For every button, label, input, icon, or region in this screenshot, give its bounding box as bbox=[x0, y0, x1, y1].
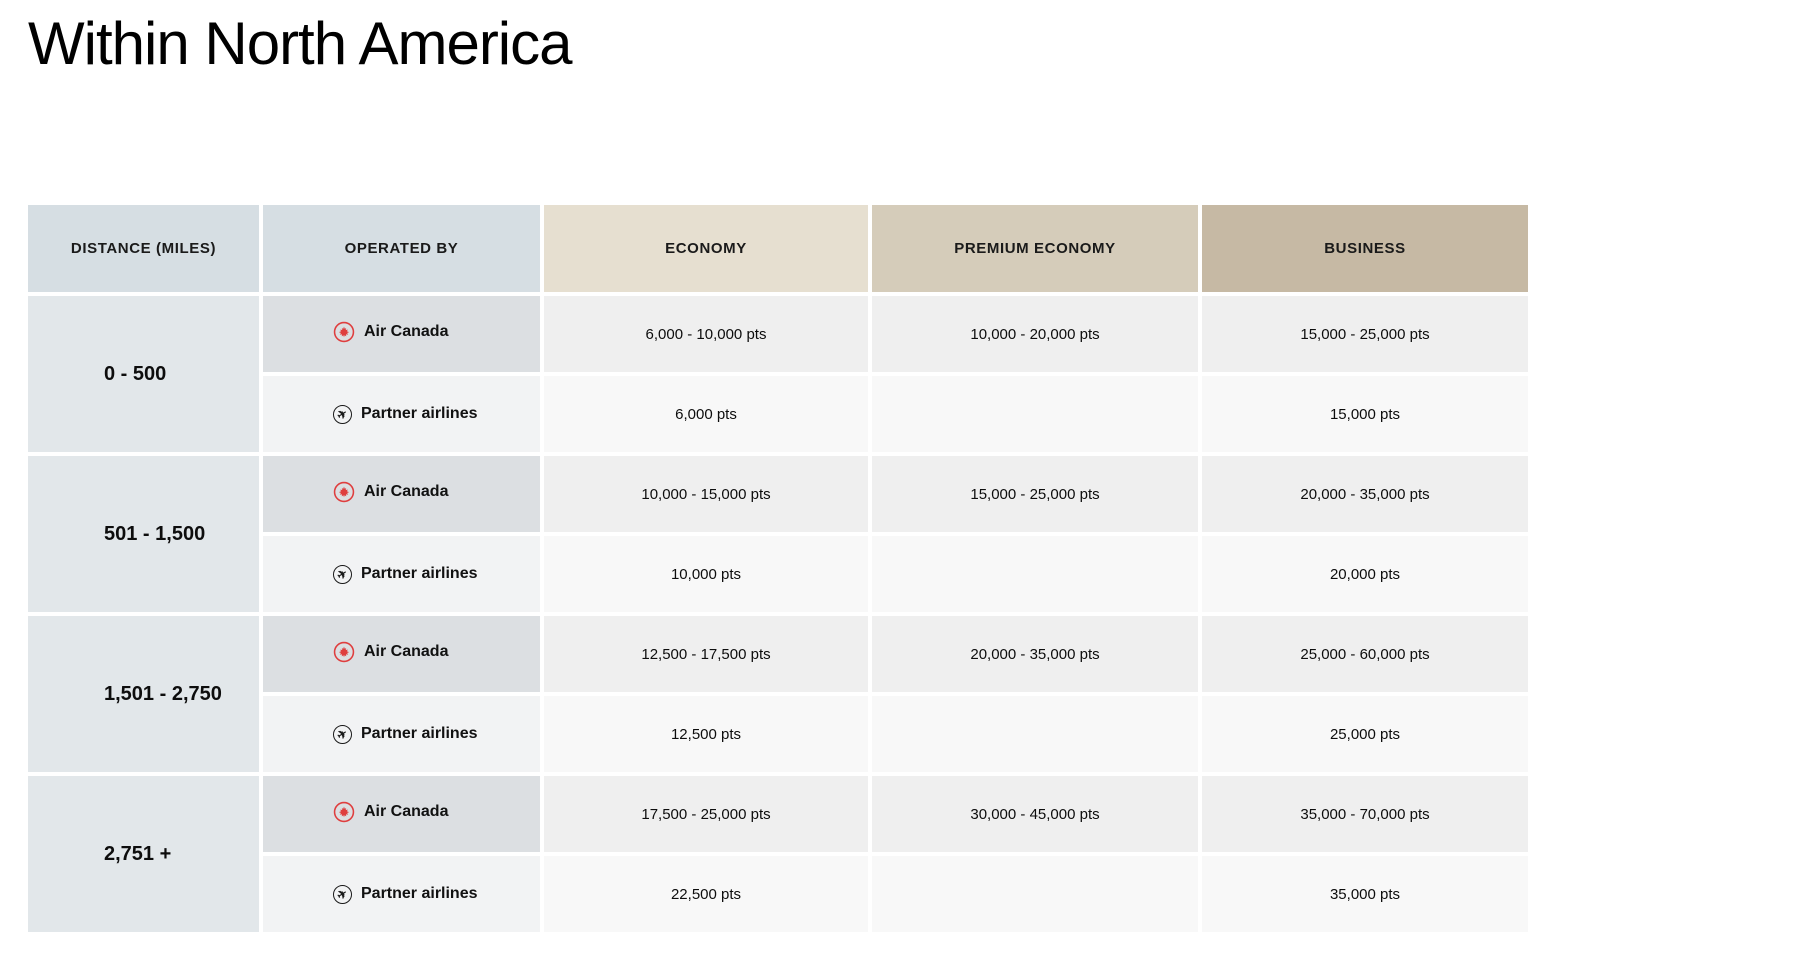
table-row: ✈ Partner airlines 12,500 pts 25,000 pts bbox=[28, 696, 1528, 772]
air-canada-rondelle-icon bbox=[333, 481, 355, 502]
distance-cell: 2,751 + bbox=[28, 776, 259, 932]
operator-cell: Air Canada bbox=[263, 776, 540, 852]
table-row: 2,751 + Air Canada 17,500 - 25,000 pts 3… bbox=[28, 776, 1528, 932]
economy-points-cell: 12,500 pts bbox=[544, 696, 868, 772]
business-points-cell: 25,000 pts bbox=[1202, 696, 1528, 772]
business-points-cell: 35,000 - 70,000 pts bbox=[1202, 776, 1528, 852]
business-points-cell: 15,000 pts bbox=[1202, 376, 1528, 452]
column-header-premium-economy: PREMIUM ECONOMY bbox=[872, 205, 1198, 292]
air-canada-rondelle-icon bbox=[333, 641, 355, 662]
premium-economy-points-cell: 20,000 - 35,000 pts bbox=[872, 616, 1198, 692]
operator-cell: Air Canada bbox=[263, 296, 540, 372]
economy-points-cell: 12,500 - 17,500 pts bbox=[544, 616, 868, 692]
air-canada-rondelle-icon bbox=[333, 801, 355, 822]
airplane-circle-icon: ✈ bbox=[333, 404, 352, 424]
premium-economy-points-cell bbox=[872, 696, 1198, 772]
premium-economy-points-cell: 30,000 - 45,000 pts bbox=[872, 776, 1198, 852]
award-chart-table: DISTANCE (MILES) OPERATED BY ECONOMY PRE… bbox=[24, 201, 1532, 936]
airplane-circle-icon: ✈ bbox=[333, 724, 352, 744]
table-row: ✈ Partner airlines 6,000 pts 15,000 pts bbox=[28, 376, 1528, 452]
table-row: 501 - 1,500 Air Canada 10,000 - 15,000 p… bbox=[28, 456, 1528, 612]
business-points-cell: 20,000 - 35,000 pts bbox=[1202, 456, 1528, 532]
operator-label: Partner airlines bbox=[361, 405, 478, 422]
operator-cell: ✈ Partner airlines bbox=[263, 536, 540, 612]
header-row: DISTANCE (MILES) OPERATED BY ECONOMY PRE… bbox=[28, 205, 1528, 292]
distance-cell: 0 - 500 bbox=[28, 296, 259, 452]
table-row: 1,501 - 2,750 Air Canada 12,500 - 17,500… bbox=[28, 616, 1528, 772]
operator-cell: Air Canada bbox=[263, 456, 540, 532]
operator-label: Partner airlines bbox=[361, 725, 478, 742]
operator-label: Air Canada bbox=[364, 322, 449, 340]
operator-label: Air Canada bbox=[364, 482, 449, 500]
airplane-circle-icon: ✈ bbox=[333, 884, 352, 904]
economy-points-cell: 10,000 - 15,000 pts bbox=[544, 456, 868, 532]
premium-economy-points-cell bbox=[872, 856, 1198, 932]
operator-label: Partner airlines bbox=[361, 565, 478, 582]
operator-label: Partner airlines bbox=[361, 885, 478, 902]
table-row: ✈ Partner airlines 10,000 pts 20,000 pts bbox=[28, 536, 1528, 612]
business-points-cell: 25,000 - 60,000 pts bbox=[1202, 616, 1528, 692]
table-row: 0 - 500 Air Canada 6,000 - 10,000 pts 10… bbox=[28, 296, 1528, 452]
economy-points-cell: 10,000 pts bbox=[544, 536, 868, 612]
column-header-economy: ECONOMY bbox=[544, 205, 868, 292]
distance-cell: 501 - 1,500 bbox=[28, 456, 259, 612]
operator-cell: ✈ Partner airlines bbox=[263, 696, 540, 772]
premium-economy-points-cell bbox=[872, 536, 1198, 612]
page-title: Within North America bbox=[28, 10, 573, 77]
operator-cell: ✈ Partner airlines bbox=[263, 856, 540, 932]
airplane-circle-icon: ✈ bbox=[333, 564, 352, 584]
operator-label: Air Canada bbox=[364, 802, 449, 820]
column-header-business: BUSINESS bbox=[1202, 205, 1528, 292]
table-row: ✈ Partner airlines 22,500 pts 35,000 pts bbox=[28, 856, 1528, 932]
operator-cell: ✈ Partner airlines bbox=[263, 376, 540, 452]
column-header-operated-by: OPERATED BY bbox=[263, 205, 540, 292]
economy-points-cell: 6,000 - 10,000 pts bbox=[544, 296, 868, 372]
operator-label: Air Canada bbox=[364, 642, 449, 660]
air-canada-rondelle-icon bbox=[333, 321, 355, 342]
business-points-cell: 20,000 pts bbox=[1202, 536, 1528, 612]
economy-points-cell: 22,500 pts bbox=[544, 856, 868, 932]
column-header-distance: DISTANCE (MILES) bbox=[28, 205, 259, 292]
economy-points-cell: 6,000 pts bbox=[544, 376, 868, 452]
operator-cell: Air Canada bbox=[263, 616, 540, 692]
economy-points-cell: 17,500 - 25,000 pts bbox=[544, 776, 868, 852]
business-points-cell: 15,000 - 25,000 pts bbox=[1202, 296, 1528, 372]
premium-economy-points-cell: 10,000 - 20,000 pts bbox=[872, 296, 1198, 372]
business-points-cell: 35,000 pts bbox=[1202, 856, 1528, 932]
distance-cell: 1,501 - 2,750 bbox=[28, 616, 259, 772]
premium-economy-points-cell bbox=[872, 376, 1198, 452]
premium-economy-points-cell: 15,000 - 25,000 pts bbox=[872, 456, 1198, 532]
